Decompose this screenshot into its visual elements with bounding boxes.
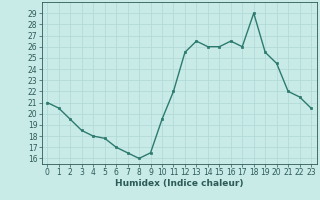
X-axis label: Humidex (Indice chaleur): Humidex (Indice chaleur) <box>115 179 244 188</box>
